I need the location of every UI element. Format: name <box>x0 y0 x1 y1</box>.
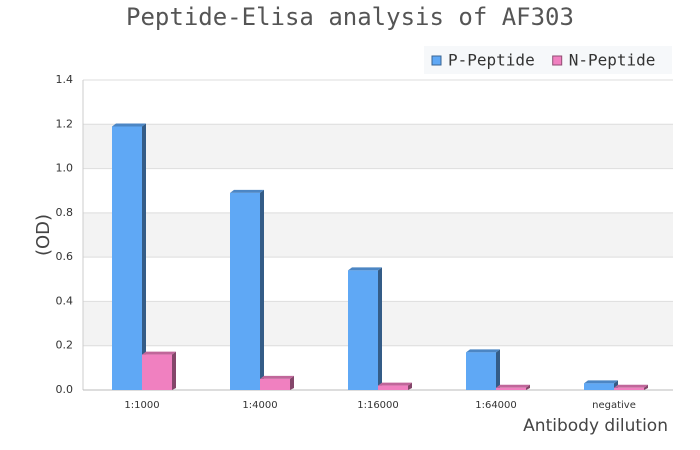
bar-top <box>142 351 176 355</box>
bar-top <box>230 189 264 193</box>
bar <box>496 387 526 390</box>
bar-top <box>614 384 648 388</box>
bar-side <box>408 382 412 390</box>
bar-group <box>230 189 264 390</box>
bar <box>584 383 614 390</box>
y-axis-label: (OD) <box>33 214 54 256</box>
bar-side <box>378 267 382 390</box>
bar-side <box>142 123 146 390</box>
x-tick-label: 1:4000 <box>242 400 277 411</box>
y-tick-label: 1.4 <box>56 73 74 86</box>
bar <box>230 192 260 390</box>
bar-group <box>142 351 176 390</box>
legend-swatch <box>431 55 442 66</box>
bar-group <box>584 380 618 390</box>
y-tick-label: 0.8 <box>56 206 74 219</box>
bar-group <box>496 384 530 390</box>
x-tick-label: negative <box>592 400 636 411</box>
legend: P-Peptide N-Peptide <box>424 46 672 74</box>
bar <box>378 385 408 390</box>
bar-top <box>348 267 382 271</box>
x-tick-label: 1:1000 <box>124 400 159 411</box>
bar <box>466 352 496 390</box>
y-tick-label: 1.0 <box>56 162 74 175</box>
bar-side <box>290 375 294 390</box>
bar-top <box>260 375 294 379</box>
bar-top <box>112 123 146 127</box>
y-tick-label: 1.2 <box>56 117 74 130</box>
x-tick-label: 1:16000 <box>357 400 399 411</box>
bar-group <box>378 382 412 390</box>
bar-side <box>260 189 264 390</box>
legend-swatch <box>552 55 563 66</box>
bar <box>348 270 378 390</box>
legend-box <box>424 46 672 74</box>
y-tick-label: 0.0 <box>56 383 74 396</box>
bar <box>142 354 172 390</box>
bar-side <box>172 351 176 390</box>
bar <box>112 126 142 390</box>
bar-group <box>260 375 294 390</box>
x-axis-label: Antibody dilution <box>523 416 668 436</box>
bar-top <box>496 384 530 388</box>
bar-side <box>644 384 648 390</box>
bar-group <box>112 123 146 390</box>
y-tick-label: 0.6 <box>56 250 74 263</box>
legend-label: N-Peptide <box>569 51 656 70</box>
bar-top <box>584 380 618 384</box>
x-tick-label: 1:64000 <box>475 400 517 411</box>
grid-band <box>83 124 673 169</box>
legend-label: P-Peptide <box>448 51 535 70</box>
bar-group <box>466 349 500 390</box>
bar-side <box>526 384 530 390</box>
bar-top <box>466 349 500 353</box>
grid-band <box>83 212 673 258</box>
bar <box>260 378 290 390</box>
y-tick-label: 0.2 <box>56 339 74 352</box>
y-tick-label: 0.4 <box>56 294 74 307</box>
bar-side <box>496 349 500 390</box>
chart-title: Peptide-Elisa analysis of AF303 <box>126 3 574 31</box>
bar-group <box>348 267 382 390</box>
bar <box>614 387 644 390</box>
bar-top <box>378 382 412 386</box>
bar-group <box>614 384 648 390</box>
